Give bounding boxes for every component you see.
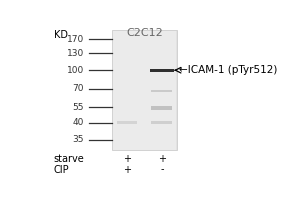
Text: starve: starve <box>54 154 85 164</box>
Text: CIP: CIP <box>54 165 69 175</box>
Text: C2C12: C2C12 <box>126 28 163 38</box>
Text: 35: 35 <box>73 135 84 144</box>
Bar <box>113 31 176 150</box>
Text: 40: 40 <box>73 118 84 127</box>
Bar <box>152 90 172 92</box>
Text: +: + <box>158 154 166 164</box>
Bar <box>112 30 177 150</box>
Text: 55: 55 <box>73 103 84 112</box>
Text: ←ICAM-1 (pTyr512): ←ICAM-1 (pTyr512) <box>179 65 278 75</box>
Text: KD: KD <box>54 30 68 40</box>
Bar <box>117 121 137 124</box>
Text: 100: 100 <box>67 66 84 75</box>
Text: +: + <box>123 154 131 164</box>
Text: 170: 170 <box>67 35 84 44</box>
Text: 70: 70 <box>73 84 84 93</box>
Bar <box>150 69 173 72</box>
Bar <box>152 121 172 124</box>
Text: 130: 130 <box>67 49 84 58</box>
Text: +: + <box>123 165 131 175</box>
Text: -: - <box>160 165 164 175</box>
Bar <box>152 106 172 110</box>
